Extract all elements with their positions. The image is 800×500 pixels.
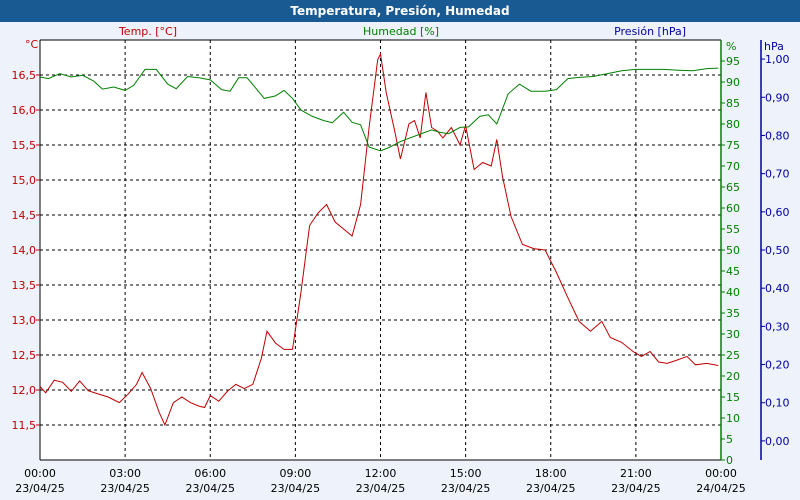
x-tick-time: 21:00: [620, 467, 652, 480]
temperature-tick-label: 14,5: [12, 209, 37, 222]
humidity-tick-label: 15: [726, 391, 740, 404]
pressure-tick-label: 0,00: [765, 435, 790, 448]
humidity-tick-label: 90: [726, 76, 740, 89]
humidity-tick-label: 95: [726, 55, 740, 68]
temperature-tick-label: 16,5: [12, 69, 37, 82]
pressure-tick-label: 0,90: [765, 91, 790, 104]
x-tick-time: 00:00: [705, 467, 737, 480]
humidity-tick-label: 35: [726, 307, 740, 320]
series-header: Humedad [%]: [363, 25, 439, 38]
x-tick-time: 18:00: [535, 467, 567, 480]
temperature-series-line: [39, 52, 719, 427]
x-tick-date: 24/04/25: [696, 482, 745, 495]
humidity-tick-label: 0: [726, 454, 733, 467]
humidity-tick-label: 85: [726, 97, 740, 110]
pressure-tick-label: 0,30: [765, 320, 790, 333]
x-tick-time: 12:00: [365, 467, 397, 480]
humidity-tick-label: 70: [726, 160, 740, 173]
pressure-tick-label: 0,20: [765, 359, 790, 372]
humidity-tick-label: 10: [726, 412, 740, 425]
x-tick-time: 03:00: [109, 467, 141, 480]
pressure-tick-label: 0,80: [765, 129, 790, 142]
pressure-unit: hPa: [764, 40, 784, 53]
humidity-tick-label: 65: [726, 181, 740, 194]
x-tick-date: 23/04/25: [100, 482, 149, 495]
temperature-tick-label: 13,5: [12, 279, 37, 292]
temperature-tick-label: 14,0: [12, 244, 37, 257]
humidity-series-line: [39, 67, 719, 152]
x-tick-date: 23/04/25: [186, 482, 235, 495]
x-tick-date: 23/04/25: [611, 482, 660, 495]
humidity-unit: %: [726, 40, 736, 53]
temperature-tick-label: 13,0: [12, 314, 37, 327]
humidity-tick-label: 40: [726, 286, 740, 299]
x-tick-date: 23/04/25: [15, 482, 64, 495]
humidity-tick-label: 25: [726, 349, 740, 362]
temperature-tick-label: 11,5: [12, 419, 37, 432]
series-header: Temp. [°C]: [118, 25, 177, 38]
humidity-tick-label: 30: [726, 328, 740, 341]
x-tick-date: 23/04/25: [356, 482, 405, 495]
pressure-tick-label: 0,10: [765, 397, 790, 410]
temperature-tick-label: 15,5: [12, 139, 37, 152]
x-tick-time: 00:00: [24, 467, 56, 480]
humidity-tick-label: 80: [726, 118, 740, 131]
temperature-tick-label: 12,0: [12, 384, 37, 397]
x-tick-date: 23/04/25: [271, 482, 320, 495]
humidity-tick-label: 55: [726, 223, 740, 236]
temperature-tick-label: 12,5: [12, 349, 37, 362]
humidity-tick-label: 75: [726, 139, 740, 152]
chart-title: Temperatura, Presión, Humedad: [0, 0, 800, 22]
temperature-unit: °C: [25, 38, 39, 51]
humidity-tick-label: 5: [726, 433, 733, 446]
pressure-tick-label: 0,40: [765, 282, 790, 295]
x-tick-date: 23/04/25: [441, 482, 490, 495]
humidity-tick-label: 60: [726, 202, 740, 215]
humidity-tick-label: 50: [726, 244, 740, 257]
x-tick-time: 06:00: [194, 467, 226, 480]
pressure-tick-label: 1,00: [765, 53, 790, 66]
x-tick-date: 23/04/25: [526, 482, 575, 495]
chart-panel: 11,5 12,0 12,5 13,0 13,5 14,0 14,5 15,0 15,5 16,0…: [0, 22, 800, 500]
temperature-tick-label: 15,0: [12, 174, 37, 187]
humidity-tick-label: 20: [726, 370, 740, 383]
x-tick-time: 15:00: [450, 467, 482, 480]
series-header: Presión [hPa]: [614, 25, 686, 38]
chart-svg: 11,5 12,0 12,5 13,0 13,5 14,0 14,5 15,0 15,5 16,0…: [12, 25, 790, 495]
temperature-tick-label: 16,0: [12, 104, 37, 117]
x-tick-time: 09:00: [280, 467, 312, 480]
pressure-tick-label: 0,50: [765, 244, 790, 257]
pressure-tick-label: 0,60: [765, 206, 790, 219]
humidity-tick-label: 45: [726, 265, 740, 278]
pressure-tick-label: 0,70: [765, 168, 790, 181]
